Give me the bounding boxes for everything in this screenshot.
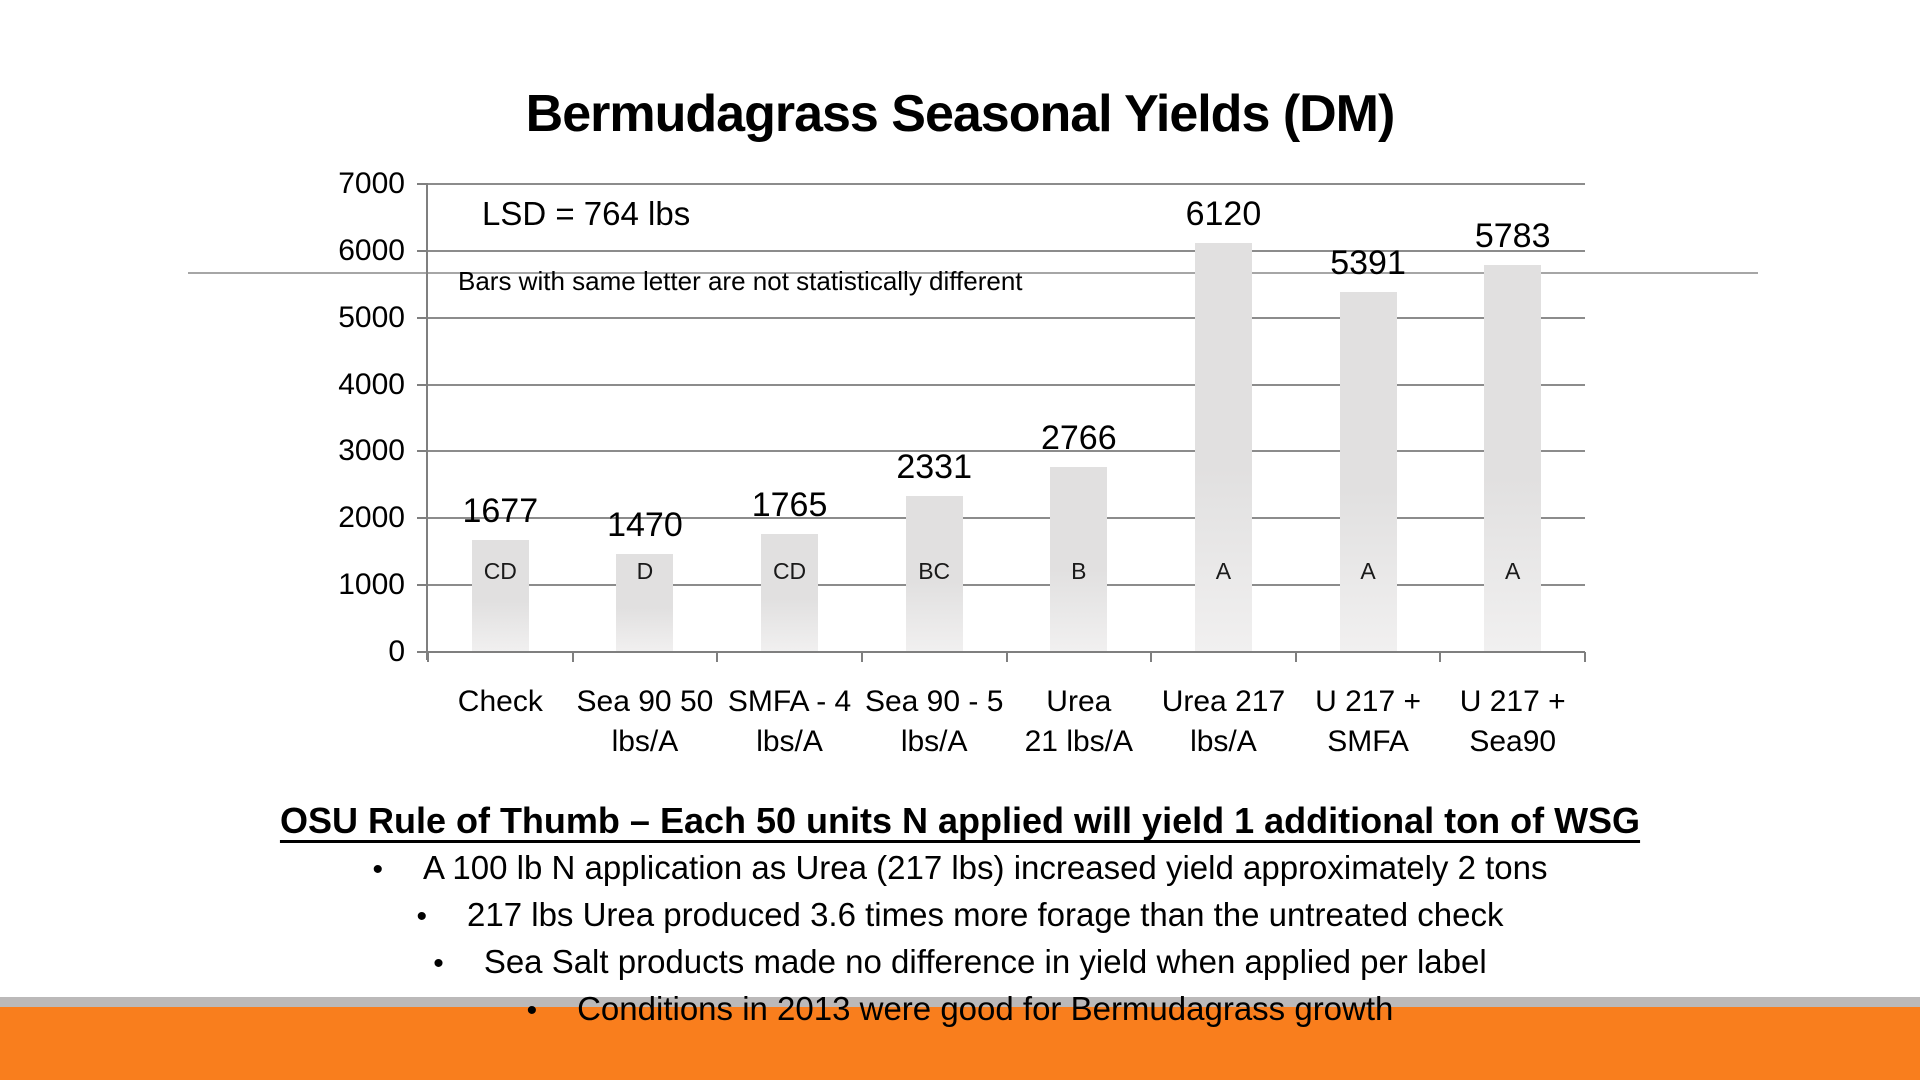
bullet-dot-icon: • [416,900,428,933]
bar-significance-letter: CD [772,558,807,584]
y-axis-tick-label: 5000 [338,300,405,334]
bullet-text: Conditions in 2013 were good for Bermuda… [577,990,1394,1027]
gridline [428,450,1585,453]
bullet-dot-icon: • [433,947,444,980]
gridline [428,584,1585,587]
bullet-dot-icon: • [526,994,538,1027]
bar-0 [471,539,529,652]
x-axis-category-label: Urea 217 lbs/A [1161,685,1286,758]
y-axis-tick-label: 0 [388,635,405,668]
bar-6 [1339,291,1397,652]
bar-value-label: 1765 [751,485,828,524]
y-axis-tick-label: 2000 [338,501,405,535]
x-axis-category-label: Sea 90 - 5 lbs/A [864,685,1004,758]
bar-2 [761,533,819,652]
bar-value-label: 5783 [1474,217,1551,256]
bullet-item: • 217 lbs Urea produced 3.6 times more f… [0,891,1920,938]
statistics-note-annotation: Bars with same letter are not statistica… [458,266,1023,296]
x-axis-category-label: Sea 90 50 lbs/A [576,685,714,758]
y-axis-line [426,184,428,660]
bullet-item: • Conditions in 2013 were good for Bermu… [0,985,1920,1032]
y-axis-tick [417,584,428,587]
y-axis-tick-label: 1000 [338,568,405,602]
gridline [428,316,1585,319]
y-axis-tick [417,450,428,453]
bullet-dot-icon: • [372,853,384,886]
bar-3 [905,496,963,652]
bullet-item: • Sea Salt products made no difference i… [0,938,1920,985]
x-axis-tick [716,652,719,662]
y-axis-tick-label: 7000 [338,167,405,200]
footer-gray-stripe [0,997,1920,1007]
x-axis-tick [1439,652,1442,662]
x-axis-tick [1005,652,1008,662]
divider-line [188,272,1758,274]
x-axis-category-label: Check [457,685,543,718]
bar-4 [1050,467,1108,652]
chart-title: Bermudagrass Seasonal Yields (DM) [525,85,1396,143]
x-axis-category-label: U 217 + SMFA [1315,685,1422,758]
bar-significance-letter: B [1071,558,1087,584]
bar-significance-letter: A [1215,558,1232,584]
bar-significance-letter: D [636,558,654,584]
bar-value-label: 2766 [1040,419,1117,458]
bar-5 [1194,242,1252,652]
y-axis-tick-label: 4000 [338,367,405,401]
x-axis-tick [1150,652,1153,662]
y-axis-tick [417,517,428,520]
bullet-item: • A 100 lb N application as Urea (217 lb… [0,844,1920,891]
x-axis-tick [860,652,863,662]
footer-orange-bar [0,1007,1920,1080]
bar-value-label: 1470 [607,505,683,544]
bullet-text: A 100 lb N application as Urea (217 lbs)… [423,849,1548,886]
y-axis-tick [417,316,428,319]
x-axis-tick [1294,652,1297,662]
y-axis-tick [417,651,428,653]
bar-7 [1484,265,1542,652]
bullet-text: 217 lbs Urea produced 3.6 times more for… [467,896,1504,933]
bar-1 [616,553,674,652]
y-axis-tick-label: 6000 [338,233,405,267]
gridline [428,183,1585,185]
x-axis-tick [427,652,429,662]
y-axis-tick [417,249,428,252]
bullet-text: Sea Salt products made no difference in … [483,943,1487,980]
bar-value-label: 1677 [462,491,539,530]
bar-significance-letter: A [1360,558,1376,584]
bar-value-label: 2331 [896,448,972,487]
bar-significance-letter: CD [483,558,517,584]
bar-significance-letter: BC [918,558,951,584]
y-axis-tick [417,183,428,185]
gridline [428,383,1585,386]
bar-significance-letter: A [1505,558,1521,584]
x-axis-tick [571,652,574,662]
x-axis-category-label: U 217 + Sea90 [1459,685,1566,758]
x-axis-category-label: Urea 21 lbs/A [1024,685,1134,758]
conclusions-block: OSU Rule of Thumb – Each 50 units N appl… [0,798,1920,1032]
rule-of-thumb-heading: OSU Rule of Thumb – Each 50 units N appl… [279,800,1641,841]
gridline [428,517,1585,520]
lsd-annotation: LSD = 764 lbs [482,195,691,232]
y-axis-tick [417,383,428,386]
x-axis-category-label: SMFA - 4 lbs/A [727,685,852,758]
x-axis-tick [1584,652,1586,662]
gridline [428,249,1585,252]
bar-value-label: 6120 [1185,194,1262,233]
y-axis-tick-label: 3000 [338,434,405,468]
bar-value-label: 5391 [1330,243,1406,282]
